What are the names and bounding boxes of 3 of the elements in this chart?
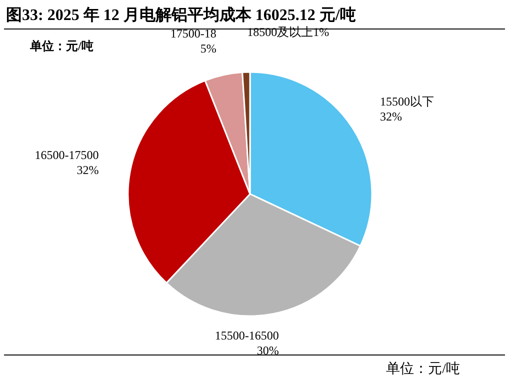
annotation: 单位：元/吨: [386, 362, 460, 377]
title: 图33: 2025 年 12 月电解铝平均成本 16025.12 元/吨: [6, 7, 356, 24]
subtitle: 单位：元/吨: [30, 39, 94, 53]
